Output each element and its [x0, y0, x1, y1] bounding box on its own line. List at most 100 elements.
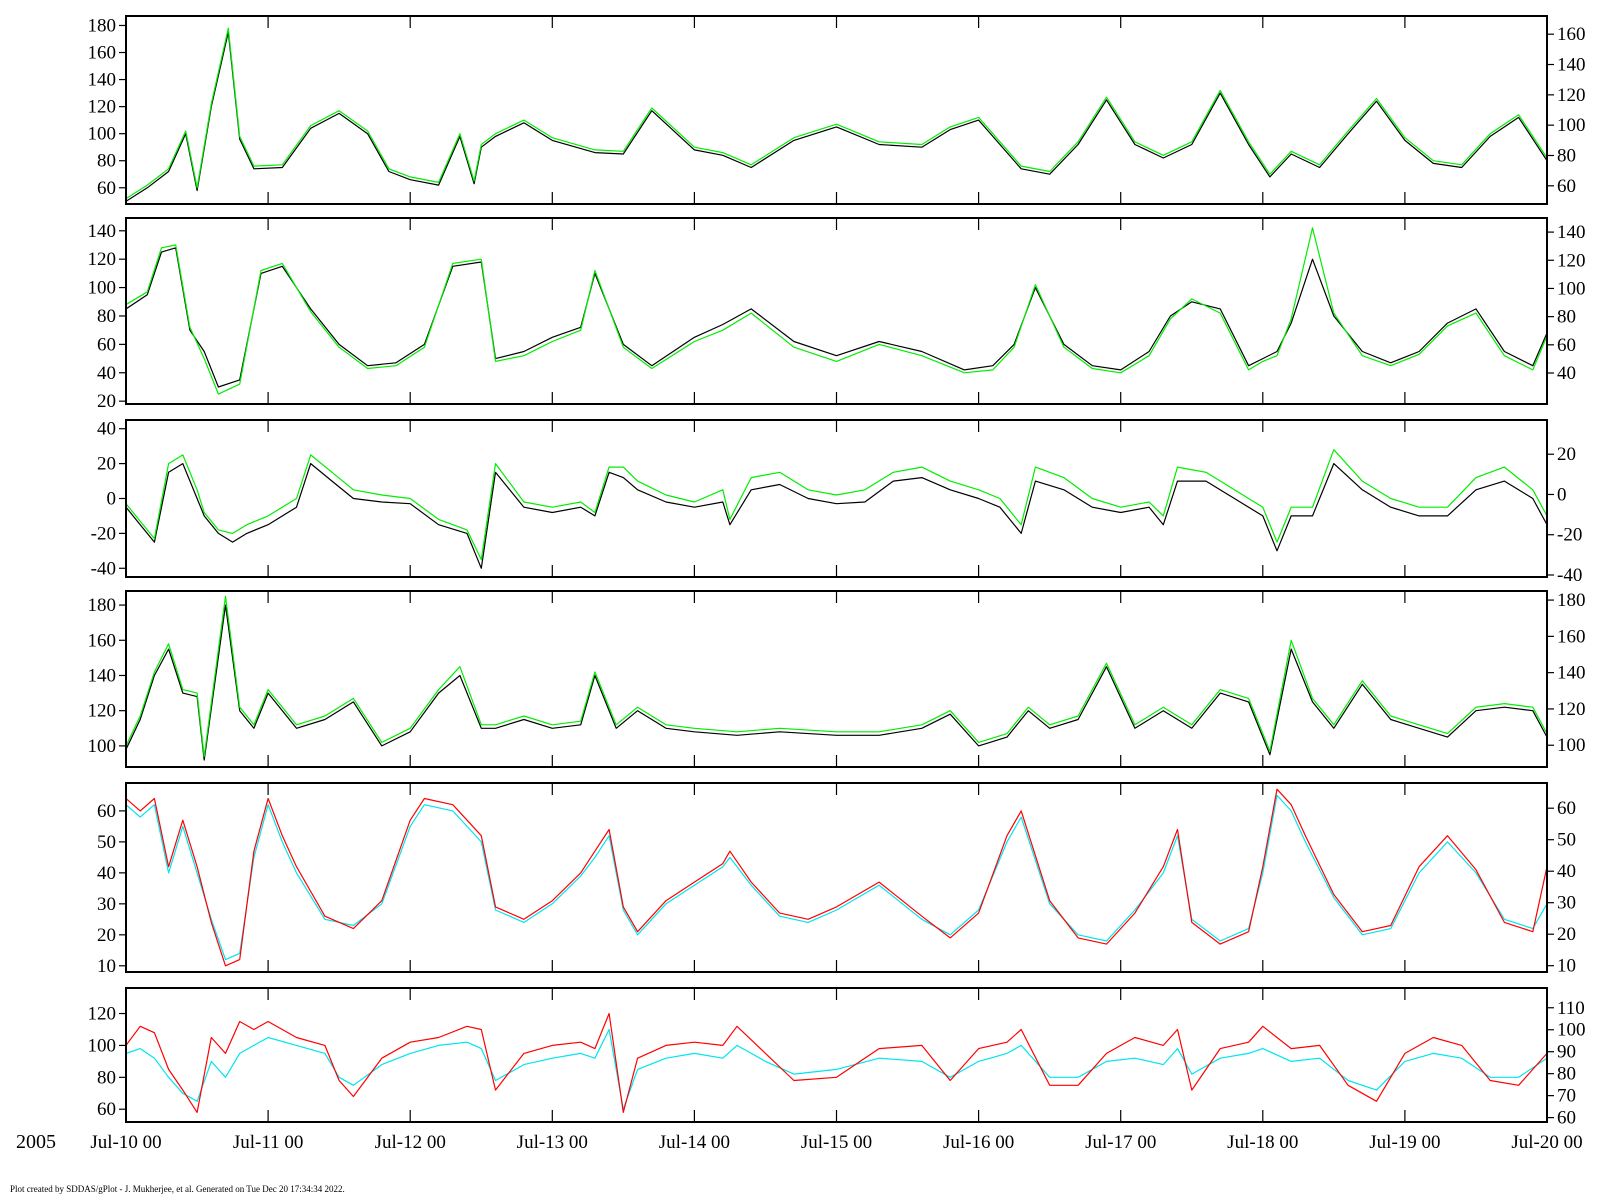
x-axis-tick-label: Jul-18 00: [1227, 1132, 1298, 1153]
x-axis-tick-label: Jul-10 00: [90, 1132, 161, 1153]
x-axis-tick-label: Jul-17 00: [1085, 1132, 1156, 1153]
panel-2-left-tick-label: 140: [88, 221, 117, 242]
panel-4: 100 120 140 160 180 100 120 140 160 180: [88, 590, 1586, 768]
panel-5-series-1-line: [126, 794, 1547, 961]
panel-6-left-tick-label: 60: [97, 1099, 116, 1120]
panel-4-left-tick-label: 160: [88, 630, 117, 651]
panel-3-left-tick-label: -40: [91, 558, 116, 579]
panel-5-series-2-line: [126, 788, 1547, 967]
panel-2: 20 40 60 80 100 120 140 40 60 80 100 120 140: [88, 217, 1586, 412]
panel-5-right-tick-label: 10: [1557, 956, 1576, 977]
panel-1-left-tick-label: 160: [88, 43, 117, 64]
panel-3-left-tick-label: 20: [97, 454, 116, 475]
panel-1-left-tick-label: 120: [88, 97, 117, 118]
panel-1-right-tick-label: 100: [1557, 115, 1586, 136]
panel-5-left-tick-label: 10: [97, 956, 116, 977]
panel-1-right-tick-label: 140: [1557, 55, 1586, 76]
panel-6-right-tick-label: 90: [1557, 1042, 1576, 1063]
panel-2-series-2-line: [126, 227, 1547, 395]
panel-6-left-tick-label: 80: [97, 1067, 116, 1088]
panel-5-right-tick-label: 40: [1557, 861, 1576, 882]
panel-4-right-tick-label: 120: [1557, 699, 1586, 720]
panel-6-right-tick-label: 80: [1557, 1064, 1576, 1085]
x-axis-tick-label: Jul-15 00: [801, 1132, 872, 1153]
x-axis-tick-label: Jul-11 00: [233, 1132, 304, 1153]
panel-6-right-tick-label: 100: [1557, 1020, 1586, 1041]
panel-3-series-1-line: [126, 463, 1547, 569]
panel-2-right-tick-label: 40: [1557, 363, 1576, 384]
panel-3-right-tick-label: 0: [1557, 484, 1567, 505]
plot-credit-footer: Plot created by SDDAS/gPlot - J. Mukherj…: [10, 1184, 345, 1194]
panel-1-series-1-line: [126, 31, 1547, 202]
panel-2-left-tick-label: 80: [97, 306, 116, 327]
panel-4-left-tick-label: 120: [88, 701, 117, 722]
panel-4-right-tick-label: 160: [1557, 626, 1586, 647]
panel-1-left-tick-label: 180: [88, 15, 117, 36]
panel-6-left-tick-label: 100: [88, 1035, 117, 1056]
panel-5: 10 20 30 40 50 60 10 20 30 40 50 60: [97, 782, 1576, 977]
panel-5-left-tick-label: 20: [97, 925, 116, 946]
panel-5-left-tick-label: 60: [97, 801, 116, 822]
panel-2-right-tick-label: 100: [1557, 278, 1586, 299]
panel-5-right-tick-label: 20: [1557, 924, 1576, 945]
panel-3-left-tick-label: -20: [91, 523, 116, 544]
panel-5-frame: [125, 782, 1548, 973]
panel-2-right-tick-label: 120: [1557, 250, 1586, 271]
panel-1-left-tick-label: 80: [97, 151, 116, 172]
panel-1-left-tick-label: 100: [88, 124, 117, 145]
panel-1-right-tick-label: 160: [1557, 24, 1586, 45]
panel-3-left-tick-label: 0: [107, 489, 117, 510]
panel-2-left-tick-label: 20: [97, 391, 116, 412]
panel-4-left-tick-label: 100: [88, 736, 117, 757]
x-axis-tick-label: Jul-20 00: [1511, 1132, 1582, 1153]
panel-1-left-tick-label: 140: [88, 70, 117, 91]
x-axis-tick-label: Jul-16 00: [943, 1132, 1014, 1153]
panel-3-frame: [125, 419, 1548, 578]
panel-5-left-tick-label: 50: [97, 832, 116, 853]
panel-5-left-tick-label: 30: [97, 894, 116, 915]
panel-1-right-tick-label: 120: [1557, 85, 1586, 106]
panel-2-left-tick-label: 60: [97, 334, 116, 355]
x-axis-tick-label: Jul-14 00: [659, 1132, 730, 1153]
panel-6-right-tick-label: 70: [1557, 1086, 1576, 1107]
panel-1-left-tick-label: 60: [97, 178, 116, 199]
panel-5-left-tick-label: 40: [97, 863, 116, 884]
panel-4-right-tick-label: 140: [1557, 663, 1586, 684]
panel-3-series-2-line: [126, 449, 1547, 561]
panel-2-left-tick-label: 40: [97, 363, 116, 384]
panel-6-series-2-line: [126, 1012, 1547, 1114]
panel-2-right-tick-label: 80: [1557, 307, 1576, 328]
panel-4-series-2-line: [126, 595, 1547, 758]
panel-5-right-tick-label: 30: [1557, 893, 1576, 914]
panel-5-right-tick-label: 50: [1557, 830, 1576, 851]
panel-4-left-tick-label: 140: [88, 665, 117, 686]
panel-3: -40 -20 0 20 40 -40 -20 0 20: [91, 419, 1583, 586]
panel-6-series-1-line: [126, 1028, 1547, 1110]
panel-4-right-tick-label: 180: [1557, 590, 1586, 611]
panel-1-right-tick-label: 80: [1557, 145, 1576, 166]
panel-2-left-tick-label: 120: [88, 249, 117, 270]
x-axis-tick-label: Jul-12 00: [375, 1132, 446, 1153]
panel-4-left-tick-label: 180: [88, 595, 117, 616]
panel-2-series-1-line: [126, 247, 1547, 388]
panel-1-frame: [125, 15, 1548, 205]
panel-4-right-tick-label: 100: [1557, 735, 1586, 756]
panel-2-right-tick-label: 60: [1557, 335, 1576, 356]
panel-6-right-tick-label: 110: [1557, 998, 1585, 1019]
panel-1: 60 80 100 120 140 160 180 60 80 100 120 140 160: [88, 15, 1586, 205]
panel-6-frame: [125, 987, 1548, 1123]
panel-3-left-tick-label: 40: [97, 419, 116, 440]
x-axis-year-label: 2005: [16, 1131, 56, 1153]
panel-6-right-tick-label: 60: [1557, 1108, 1576, 1129]
panel-1-series-2-line: [126, 27, 1547, 200]
panel-5-right-tick-label: 60: [1557, 798, 1576, 819]
panel-1-right-tick-label: 60: [1557, 176, 1576, 197]
panel-4-series-1-line: [126, 604, 1547, 761]
panel-6-left-tick-label: 120: [88, 1004, 117, 1025]
x-axis-tick-label: Jul-19 00: [1369, 1132, 1440, 1153]
panel-3-right-tick-label: -20: [1557, 525, 1582, 546]
panel-3-right-tick-label: 20: [1557, 444, 1576, 465]
panel-2-left-tick-label: 100: [88, 278, 117, 299]
